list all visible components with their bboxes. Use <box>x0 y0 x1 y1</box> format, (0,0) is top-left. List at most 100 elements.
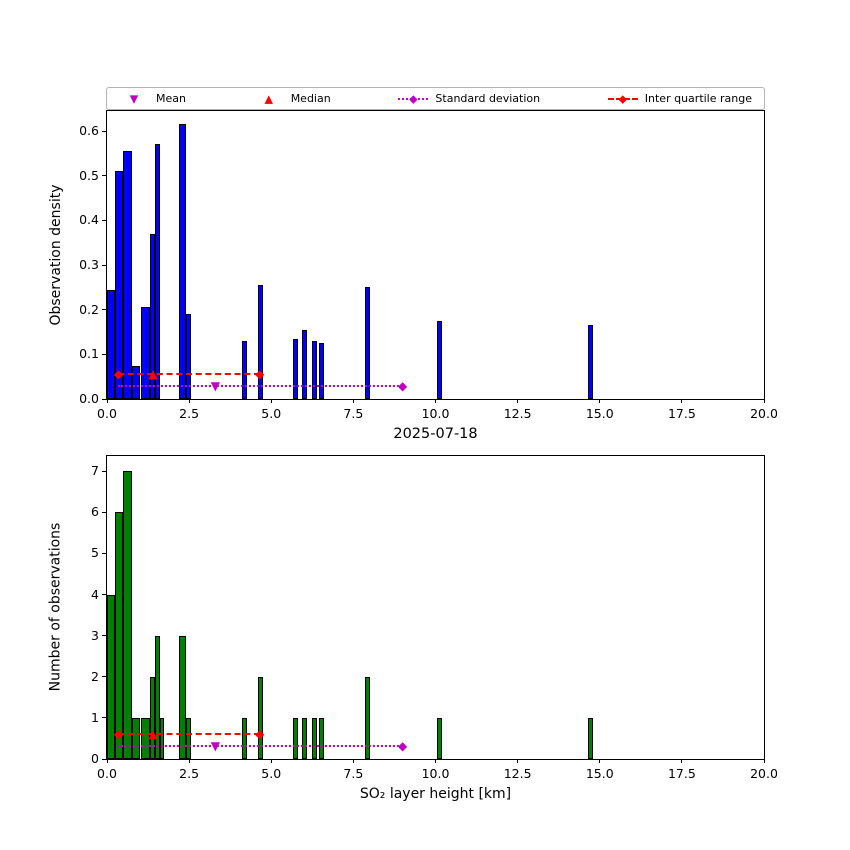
histogram-bar <box>312 717 318 759</box>
mean-marker: ▼ <box>210 738 221 753</box>
y-tick-mark <box>102 717 106 719</box>
histogram-bar <box>318 717 324 759</box>
x-tick-mark <box>270 759 272 763</box>
x-tick-mark <box>188 759 190 763</box>
y-tick-label: 0 <box>91 751 99 766</box>
x-tick-mark <box>681 759 683 763</box>
x-tick-mark <box>435 759 436 763</box>
y-tick-mark <box>102 264 106 266</box>
y-tick-label: 0.2 <box>79 301 99 317</box>
legend: ▼ Mean ▲ Median ◆ Standard deviation ◆ Inter qu… <box>106 87 765 110</box>
histogram-bar <box>185 717 191 759</box>
histogram-bar <box>131 717 140 759</box>
legend-item-mean: ▼ Mean <box>119 92 186 106</box>
y-tick-mark <box>102 470 106 472</box>
y-tick-label: 0.5 <box>79 167 99 183</box>
y-tick-mark <box>102 676 106 678</box>
legend-dashed-line <box>607 97 638 100</box>
y-tick-mark <box>102 511 106 513</box>
histogram-bar <box>115 512 124 759</box>
x-tick-mark <box>517 399 519 403</box>
y-tick-label: 0.3 <box>79 257 99 273</box>
diamond-icon: ◆ <box>618 92 628 105</box>
histogram-bar <box>364 676 370 759</box>
y-tick-mark <box>102 552 106 554</box>
y-tick-label: 4 <box>91 586 99 602</box>
y-tick-label: 2 <box>91 668 99 684</box>
median-marker: ▲ <box>148 726 158 741</box>
y-tick-mark <box>102 758 106 760</box>
mean-marker: ▼ <box>210 378 221 393</box>
histogram-bar <box>588 717 594 759</box>
x-tick-mark <box>763 399 765 403</box>
y-tick-label: 0.1 <box>79 346 99 362</box>
std-line <box>118 384 403 387</box>
median-marker: ▲ <box>148 366 158 381</box>
y-tick-mark <box>102 398 106 400</box>
legend-diamond-icon: ◆ <box>607 92 638 106</box>
histogram-bar <box>258 676 264 759</box>
diamond-icon: ◆ <box>409 92 418 105</box>
x-tick-label: 12.5 <box>503 766 532 781</box>
histogram-bar <box>154 635 160 759</box>
histogram-bar <box>123 151 132 399</box>
histogram-bar <box>292 338 298 399</box>
x-tick-label: 17.5 <box>667 766 696 781</box>
legend-label: Median <box>290 92 331 105</box>
date-title: 2025-07-18 <box>393 426 478 442</box>
histogram-bar <box>302 329 308 399</box>
histogram-bar <box>141 307 150 399</box>
iqr-left-marker: ◆ <box>113 366 124 381</box>
x-tick-mark <box>435 399 436 403</box>
x-tick-mark <box>681 399 683 403</box>
x-tick-mark <box>599 759 601 763</box>
std-right-marker: ◆ <box>398 738 408 753</box>
histogram-bar <box>149 676 155 759</box>
y-tick-label: 0.6 <box>79 123 99 139</box>
histogram-bar <box>292 717 298 759</box>
x-tick-mark <box>106 399 108 403</box>
x-tick-mark <box>352 759 354 763</box>
y-tick-mark <box>102 594 106 596</box>
y-tick-mark <box>102 175 106 177</box>
triangle-up-icon: ▲ <box>264 92 273 105</box>
histogram-bar <box>179 124 186 399</box>
histogram-bar <box>258 285 264 399</box>
legend-triangle-up-icon: ▲ <box>254 92 284 106</box>
top-histogram-axes: ◆ ◆ ▲ ▼ ◆ 0.0 2.5 5.0 7.5 10.0 12.5 15.0 17.5 20.0 0.0… <box>79 110 778 421</box>
histogram-bar <box>318 343 324 399</box>
y-tick-label: 6 <box>91 504 99 520</box>
y-tick-mark <box>102 309 106 311</box>
y-tick-mark <box>102 635 106 637</box>
legend-diamond-icon: ◆ <box>398 92 429 106</box>
y-tick-label: 7 <box>91 463 99 479</box>
histogram-bar <box>179 635 186 759</box>
triangle-down-icon: ▼ <box>129 92 139 105</box>
y-tick-mark <box>102 130 106 132</box>
x-tick-label: 17.5 <box>667 406 696 421</box>
x-tick-label: 2.5 <box>179 766 200 781</box>
x-tick-label: 12.5 <box>503 406 532 421</box>
x-tick-label: 10.0 <box>421 766 450 781</box>
legend-label: Inter quartile range <box>644 92 752 105</box>
x-tick-label: 10.0 <box>421 406 450 421</box>
x-tick-label: 20.0 <box>750 406 778 421</box>
histogram-bar <box>141 717 150 759</box>
x-tick-label: 5.0 <box>261 766 282 781</box>
x-tick-mark <box>517 759 519 763</box>
y-tick-label: 3 <box>91 627 99 643</box>
legend-label: Mean <box>156 92 186 105</box>
legend-item-standard-deviation: ◆ Standard deviation <box>398 92 540 106</box>
std-right-marker: ◆ <box>398 378 408 393</box>
x-tick-label: 7.5 <box>343 406 364 421</box>
histogram-bar <box>154 144 160 399</box>
iqr-line <box>118 732 260 735</box>
x-tick-mark <box>352 399 354 403</box>
x-tick-label: 0.0 <box>97 766 117 781</box>
histogram-bar <box>123 471 132 759</box>
x-tick-label: 0.0 <box>97 406 117 421</box>
legend-item-median: ▲ Median <box>254 92 331 106</box>
x-tick-label: 15.0 <box>585 766 614 781</box>
legend-triangle-down-icon: ▼ <box>119 92 149 106</box>
x-tick-mark <box>763 759 765 763</box>
